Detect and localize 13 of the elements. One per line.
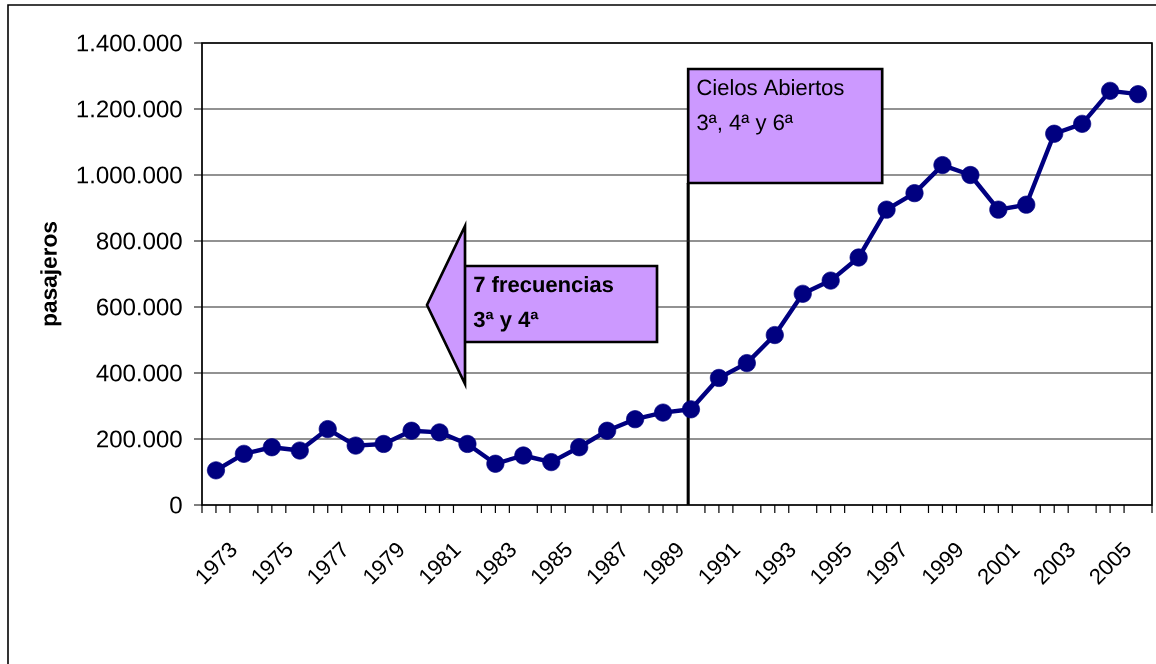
y-tick-label: 600.000 xyxy=(97,298,182,316)
annotation: 3ª y 4ª xyxy=(473,311,539,332)
y-tick-label: 400.000 xyxy=(96,364,182,382)
y-tick-label: 1.000.000 xyxy=(77,166,182,184)
y-tick-label: 200.000 xyxy=(97,430,182,448)
y-tick-label: 0 xyxy=(170,496,182,514)
annotation: 3ª, 4ª y 6ª xyxy=(697,114,794,135)
annotation: 7 frecuencias xyxy=(474,276,613,293)
y-axis-title: pasajeros xyxy=(40,222,62,326)
annotation: Cielos Abiertos xyxy=(697,79,844,96)
y-tick-label: 800.000 xyxy=(96,232,182,250)
y-tick-label: 1.200.000 xyxy=(77,100,182,118)
y-tick-label: 1.400.000 xyxy=(77,34,182,52)
